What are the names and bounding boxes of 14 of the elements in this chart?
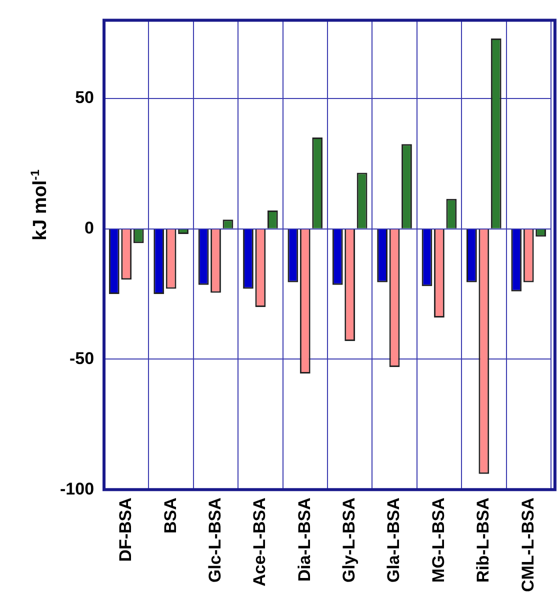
y-tick-label: 50	[75, 88, 94, 108]
x-tick-label: Ace-L-BSA	[250, 498, 270, 586]
x-tick-label: Rib-L-BSA	[474, 498, 493, 583]
x-tick-label: Gla-L-BSA	[384, 498, 404, 583]
x-tick-label: Glc-L-BSA	[205, 498, 224, 583]
y-tick-label: 0	[84, 218, 94, 238]
x-tick-label: MG-L-BSA	[428, 498, 448, 583]
x-tick-label: CML-L-BSA	[518, 498, 538, 592]
y-tick-label: -50	[69, 348, 94, 368]
x-tick-label: Dia-L-BSA	[294, 498, 314, 582]
x-tick-label: BSA	[160, 498, 180, 534]
y-tick-label: -100	[60, 479, 94, 498]
x-tick-label: DF-BSA	[116, 498, 136, 562]
x-tick-label: Gly-L-BSA	[340, 498, 359, 583]
